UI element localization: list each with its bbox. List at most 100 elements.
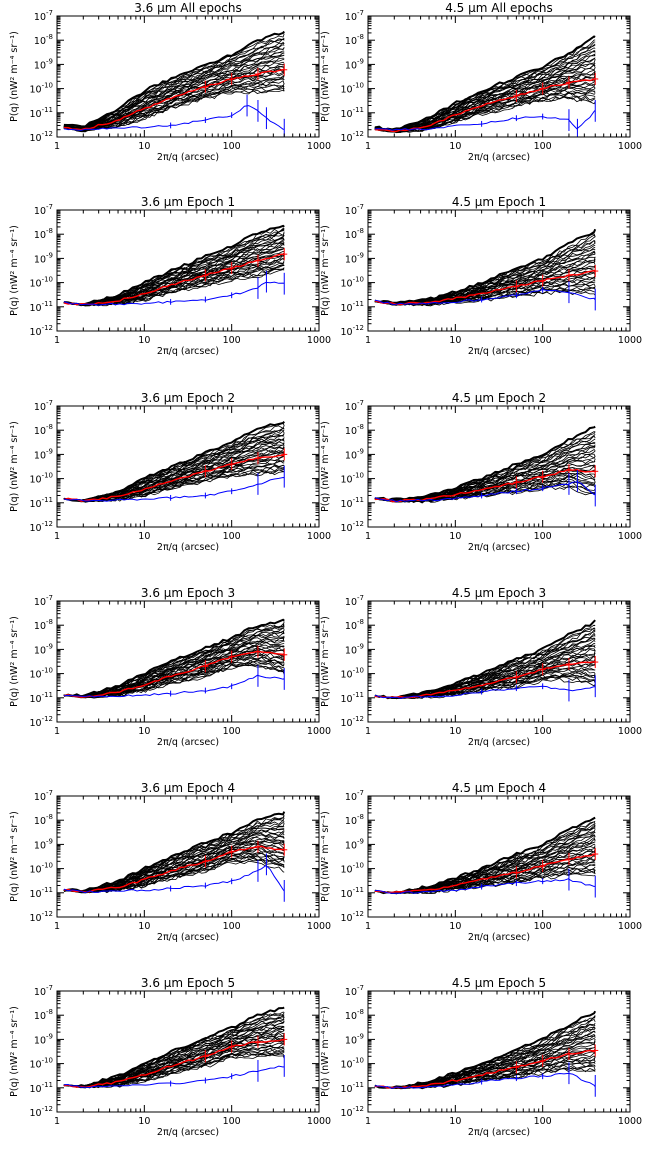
chart-title: 4.5 μm Epoch 3	[452, 586, 546, 600]
x-tick-label: 1000	[307, 141, 331, 152]
upper-envelope-line	[374, 228, 597, 304]
spectrum-line	[63, 453, 285, 502]
y-tick-label: 10-12	[340, 1105, 364, 1119]
mean-line	[374, 853, 596, 894]
x-tick-label: 1	[365, 335, 371, 346]
spectrum-line	[63, 636, 285, 698]
chart-title: 4.5 μm Epoch 1	[452, 195, 546, 209]
y-tick-label: 10-9	[34, 57, 53, 71]
x-tick-label: 1	[365, 921, 371, 932]
y-tick-label: 10-9	[345, 57, 364, 71]
x-axis-label: 2π/q (arcsec)	[157, 1127, 219, 1138]
plot-area	[374, 1010, 599, 1097]
upper-envelope-line	[63, 420, 285, 503]
y-axis-label: P(q) (nW² m⁻⁴ sr⁻¹)	[320, 31, 331, 122]
chart-panel-9: 3.6 μm Epoch 4 1 10 100 1000 10-12 10-11 10-10 1…	[9, 781, 331, 943]
mean-line	[374, 468, 596, 503]
noise-line	[63, 281, 285, 306]
spectrum-line	[374, 239, 596, 305]
spectrum-line	[374, 49, 596, 131]
y-tick-label: 10-8	[345, 227, 364, 241]
y-axis-label: P(q) (nW² m⁻⁴ sr⁻¹)	[9, 421, 20, 512]
upper-envelope-line	[374, 425, 596, 502]
chart-panel-5: 3.6 μm Epoch 2 1 10 100 1000 10-12 10-11 10-10 1…	[9, 391, 331, 553]
plot-area	[374, 816, 599, 898]
plot-area	[63, 811, 288, 902]
y-tick-label: 10-11	[340, 886, 364, 900]
y-tick-label: 10-11	[29, 886, 53, 900]
x-tick-label: 1000	[307, 531, 331, 542]
spectrum-line	[63, 50, 285, 130]
y-tick-label: 10-9	[345, 447, 364, 461]
y-tick-label: 10-7	[34, 203, 53, 217]
chart-panel-10: 4.5 μm Epoch 4 1 10 100 1000 10-12 10-11 10-10 1…	[320, 781, 642, 943]
y-tick-label: 10-9	[345, 837, 364, 851]
mean-line	[63, 453, 285, 503]
y-axis-label: P(q) (nW² m⁻⁴ sr⁻¹)	[9, 225, 20, 316]
mean-line	[374, 78, 596, 133]
x-tick-label: 10	[449, 335, 461, 346]
chart-title: 3.6 μm Epoch 2	[141, 391, 235, 405]
x-axis-label: 2π/q (arcsec)	[157, 152, 219, 163]
x-tick-label: 1	[365, 141, 371, 152]
axes-frame	[367, 405, 631, 528]
y-tick-label: 10-12	[340, 130, 364, 144]
chart-title: 4.5 μm Epoch 5	[452, 976, 546, 990]
upper-envelope-line	[374, 35, 596, 131]
noise-line	[63, 1065, 285, 1089]
x-tick-label: 10	[138, 921, 150, 932]
x-axis-label: 2π/q (arcsec)	[468, 932, 530, 943]
mean-line	[63, 650, 285, 698]
spectrum-line	[63, 237, 285, 305]
y-tick-label: 10-7	[34, 984, 53, 998]
axes-frame	[56, 405, 320, 528]
upper-envelope-line	[63, 30, 285, 128]
y-tick-label: 10-7	[34, 789, 53, 803]
y-tick-label: 10-8	[34, 813, 53, 827]
y-tick-label: 10-10	[340, 276, 364, 290]
x-tick-label: 10	[449, 726, 461, 737]
noise-line	[63, 476, 285, 502]
y-tick-label: 10-10	[29, 276, 53, 290]
y-tick-label: 10-11	[340, 496, 364, 510]
x-tick-label: 100	[223, 335, 241, 346]
spectrum-line	[63, 37, 285, 128]
y-tick-label: 10-7	[345, 789, 364, 803]
x-tick-label: 1	[54, 1116, 60, 1127]
spectrum-line	[374, 67, 596, 132]
chart-panel-2: 4.5 μm All epochs 1 10 100 1000 10-12 10-11 10-…	[320, 1, 642, 163]
x-tick-label: 10	[449, 1116, 461, 1127]
spectrum-line	[63, 1011, 285, 1087]
spectrum-line	[374, 69, 596, 131]
chart-panel-1: 3.6 μm All epochs 1 10 100 1000 10-12 10-11 10-…	[9, 1, 331, 163]
y-tick-label: 10-11	[29, 106, 53, 120]
spectrum-line	[63, 243, 285, 306]
x-axis-label: 2π/q (arcsec)	[157, 737, 219, 748]
x-tick-label: 1	[54, 726, 60, 737]
x-tick-label: 1	[365, 726, 371, 737]
x-tick-label: 10	[138, 335, 150, 346]
chart-title: 3.6 μm Epoch 4	[141, 781, 235, 795]
x-tick-label: 100	[534, 726, 552, 737]
x-tick-label: 100	[223, 921, 241, 932]
spectrum-line	[63, 63, 285, 130]
y-tick-label: 10-8	[345, 423, 364, 437]
y-tick-label: 10-10	[340, 862, 364, 876]
x-tick-label: 100	[534, 921, 552, 932]
y-tick-label: 10-7	[345, 9, 364, 23]
x-tick-label: 1000	[307, 1116, 331, 1127]
axes-frame	[56, 15, 320, 138]
plot-area	[63, 1006, 288, 1089]
noise-line	[374, 481, 596, 503]
mean-line	[374, 269, 596, 306]
y-tick-label: 10-11	[29, 496, 53, 510]
chart-title: 3.6 μm Epoch 5	[141, 976, 235, 990]
y-tick-label: 10-10	[29, 472, 53, 486]
plot-area	[63, 618, 288, 699]
x-tick-label: 1	[365, 531, 371, 542]
x-tick-label: 10	[138, 141, 150, 152]
x-tick-label: 10	[449, 531, 461, 542]
noise-line	[63, 674, 285, 698]
upper-envelope-line	[63, 618, 285, 698]
